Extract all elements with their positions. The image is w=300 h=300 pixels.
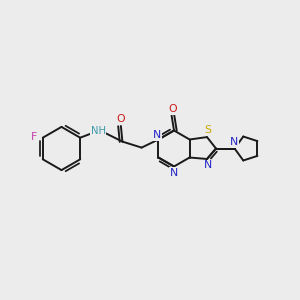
Text: N: N xyxy=(204,160,213,170)
Text: N: N xyxy=(230,137,238,147)
Text: N: N xyxy=(170,168,178,178)
Text: N: N xyxy=(153,130,161,140)
Text: O: O xyxy=(117,114,125,124)
Text: F: F xyxy=(31,132,38,142)
Text: S: S xyxy=(204,125,211,135)
Text: NH: NH xyxy=(91,126,106,136)
Text: O: O xyxy=(169,104,177,114)
